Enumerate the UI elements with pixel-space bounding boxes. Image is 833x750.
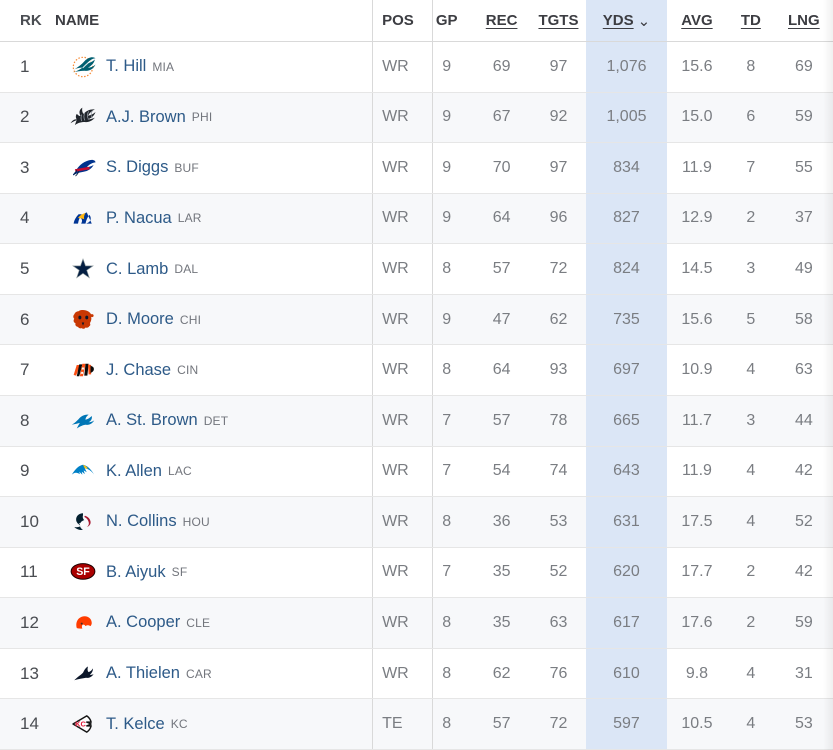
svg-text:SF: SF (76, 567, 90, 579)
svg-text:KC: KC (75, 720, 86, 729)
